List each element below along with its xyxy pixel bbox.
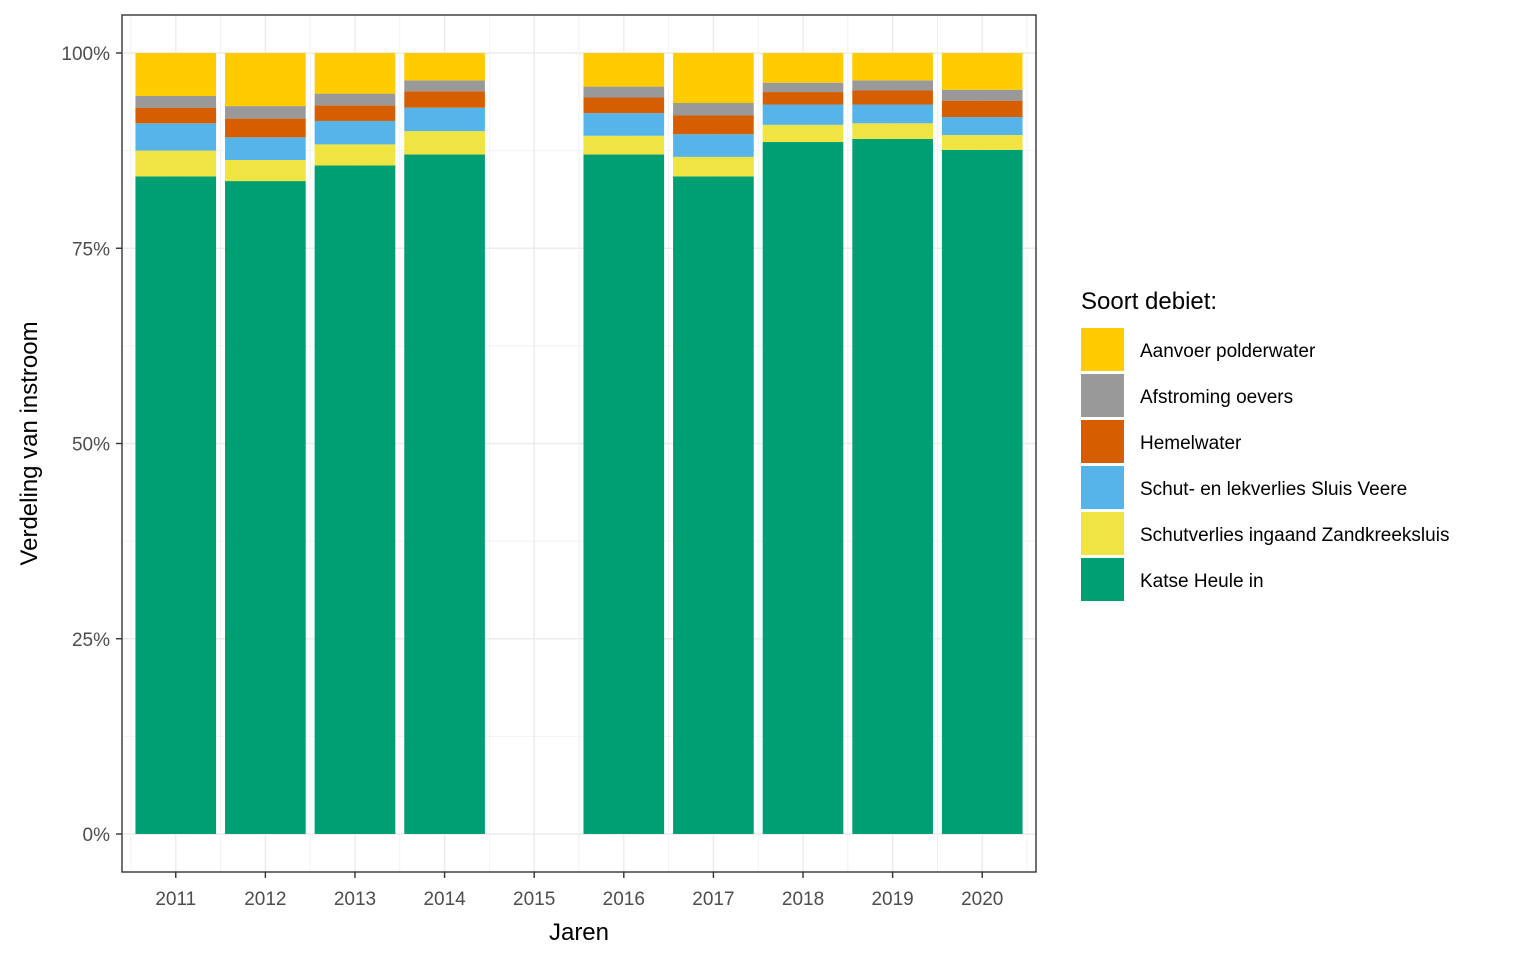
bar-2017-schut-en-lekverlies-sluis-veere — [673, 134, 754, 157]
x-tick-label: 2020 — [961, 889, 1003, 910]
bar-2018-katse-heule-in — [762, 142, 844, 834]
bar-2017-schutverlies-ingaand-zandkreeksluis — [673, 156, 754, 177]
bar-2012-aanvoer-polderwater — [225, 53, 306, 107]
bar-2020-katse-heule-in — [941, 149, 1023, 834]
bar-2011-hemelwater — [135, 107, 217, 124]
x-tick-label: 2015 — [513, 889, 555, 910]
x-tick-label: 2013 — [334, 889, 376, 910]
x-tick-label: 2019 — [871, 889, 913, 910]
bar-2020-schut-en-lekverlies-sluis-veere — [941, 117, 1023, 136]
bar-2018-schutverlies-ingaand-zandkreeksluis — [762, 124, 844, 143]
bar-2019-katse-heule-in — [852, 138, 933, 834]
bar-2013-schut-en-lekverlies-sluis-veere — [314, 120, 396, 145]
x-tick-label: 2017 — [692, 889, 734, 910]
bar-2019-aanvoer-polderwater — [852, 53, 933, 81]
legend-swatch — [1081, 558, 1124, 601]
bar-2016-schut-en-lekverlies-sluis-veere — [583, 113, 665, 136]
y-axis: 0% 25% 50% 75% 100% — [61, 44, 122, 846]
bar-2019-hemelwater — [852, 90, 933, 105]
y-tick-label: 100% — [61, 44, 110, 65]
legend-label: Aanvoer polderwater — [1140, 341, 1316, 362]
bar-2020-hemelwater — [941, 100, 1023, 118]
bar-2019-afstroming-oevers — [852, 80, 933, 91]
bar-2018-afstroming-oevers — [762, 82, 844, 93]
bar-2013-schutverlies-ingaand-zandkreeksluis — [314, 144, 396, 166]
bar-2012-schut-en-lekverlies-sluis-veere — [225, 137, 306, 160]
bar-2014-aanvoer-polderwater — [404, 53, 485, 81]
bar-2014-katse-heule-in — [404, 154, 485, 834]
legend-swatch — [1081, 374, 1124, 417]
x-axis-title: Jaren — [549, 919, 609, 946]
bar-2016-katse-heule-in — [583, 154, 665, 834]
bar-2014-schut-en-lekverlies-sluis-veere — [404, 107, 485, 132]
bar-2018-schut-en-lekverlies-sluis-veere — [762, 104, 844, 125]
bar-2011-afstroming-oevers — [135, 95, 217, 108]
bar-2016-afstroming-oevers — [583, 86, 665, 98]
bar-2013-katse-heule-in — [314, 165, 396, 835]
bar-2020-aanvoer-polderwater — [941, 53, 1023, 90]
x-axis: 2011 2012 2013 2014 2015 2016 2017 2018 2019 2020 — [155, 872, 1003, 910]
bar-2019-schutverlies-ingaand-zandkreeksluis — [852, 123, 933, 139]
legend-swatch — [1081, 420, 1124, 463]
bar-2012-afstroming-oevers — [225, 106, 306, 119]
bar-2014-afstroming-oevers — [404, 80, 485, 92]
legend-swatch — [1081, 328, 1124, 371]
y-tick-label: 75% — [72, 239, 110, 260]
bar-2013-aanvoer-polderwater — [314, 53, 396, 94]
bar-2012-schutverlies-ingaand-zandkreeksluis — [225, 159, 306, 182]
bar-2019-schut-en-lekverlies-sluis-veere — [852, 104, 933, 124]
bar-2016-hemelwater — [583, 97, 665, 114]
legend-label: Schut- en lekverlies Sluis Veere — [1140, 479, 1407, 500]
bar-2018-aanvoer-polderwater — [762, 53, 844, 83]
y-tick-label: 50% — [72, 435, 110, 456]
y-axis-title: Verdeling van instroom — [16, 321, 43, 565]
bar-2012-katse-heule-in — [225, 181, 306, 835]
bar-2020-schutverlies-ingaand-zandkreeksluis — [941, 135, 1023, 150]
bars — [135, 53, 1023, 835]
bar-2017-katse-heule-in — [673, 176, 754, 834]
legend-label: Hemelwater — [1140, 433, 1242, 454]
legend: Soort debiet: Aanvoer polderwater Afstrom… — [1081, 288, 1449, 601]
bar-2012-hemelwater — [225, 118, 306, 138]
bar-2016-schutverlies-ingaand-zandkreeksluis — [583, 135, 665, 155]
bar-2017-hemelwater — [673, 115, 754, 135]
y-tick-label: 0% — [83, 825, 111, 846]
legend-label: Afstroming oevers — [1140, 387, 1293, 408]
bar-2011-schut-en-lekverlies-sluis-veere — [135, 123, 217, 151]
bar-2014-hemelwater — [404, 91, 485, 108]
legend-swatch — [1081, 512, 1124, 555]
legend-label: Katse Heule in — [1140, 571, 1264, 592]
bar-2013-afstroming-oevers — [314, 93, 396, 106]
bar-2018-hemelwater — [762, 92, 844, 105]
x-tick-label: 2012 — [244, 889, 286, 910]
bar-2017-aanvoer-polderwater — [673, 53, 754, 103]
bar-2016-aanvoer-polderwater — [583, 53, 665, 87]
bar-2017-afstroming-oevers — [673, 102, 754, 116]
bar-2013-hemelwater — [314, 105, 396, 121]
legend-label: Schutverlies ingaand Zandkreeksluis — [1140, 525, 1449, 546]
bar-2011-schutverlies-ingaand-zandkreeksluis — [135, 150, 217, 177]
bar-2011-katse-heule-in — [135, 176, 217, 834]
x-tick-label: 2016 — [603, 889, 645, 910]
legend-title: Soort debiet: — [1081, 288, 1217, 315]
legend-swatch — [1081, 466, 1124, 509]
y-tick-label: 25% — [72, 630, 110, 651]
bar-2011-aanvoer-polderwater — [135, 53, 217, 96]
x-tick-label: 2011 — [155, 889, 196, 910]
x-tick-label: 2018 — [782, 889, 824, 910]
x-tick-label: 2014 — [423, 889, 466, 910]
bar-2014-schutverlies-ingaand-zandkreeksluis — [404, 131, 485, 155]
bar-2020-afstroming-oevers — [941, 89, 1023, 101]
